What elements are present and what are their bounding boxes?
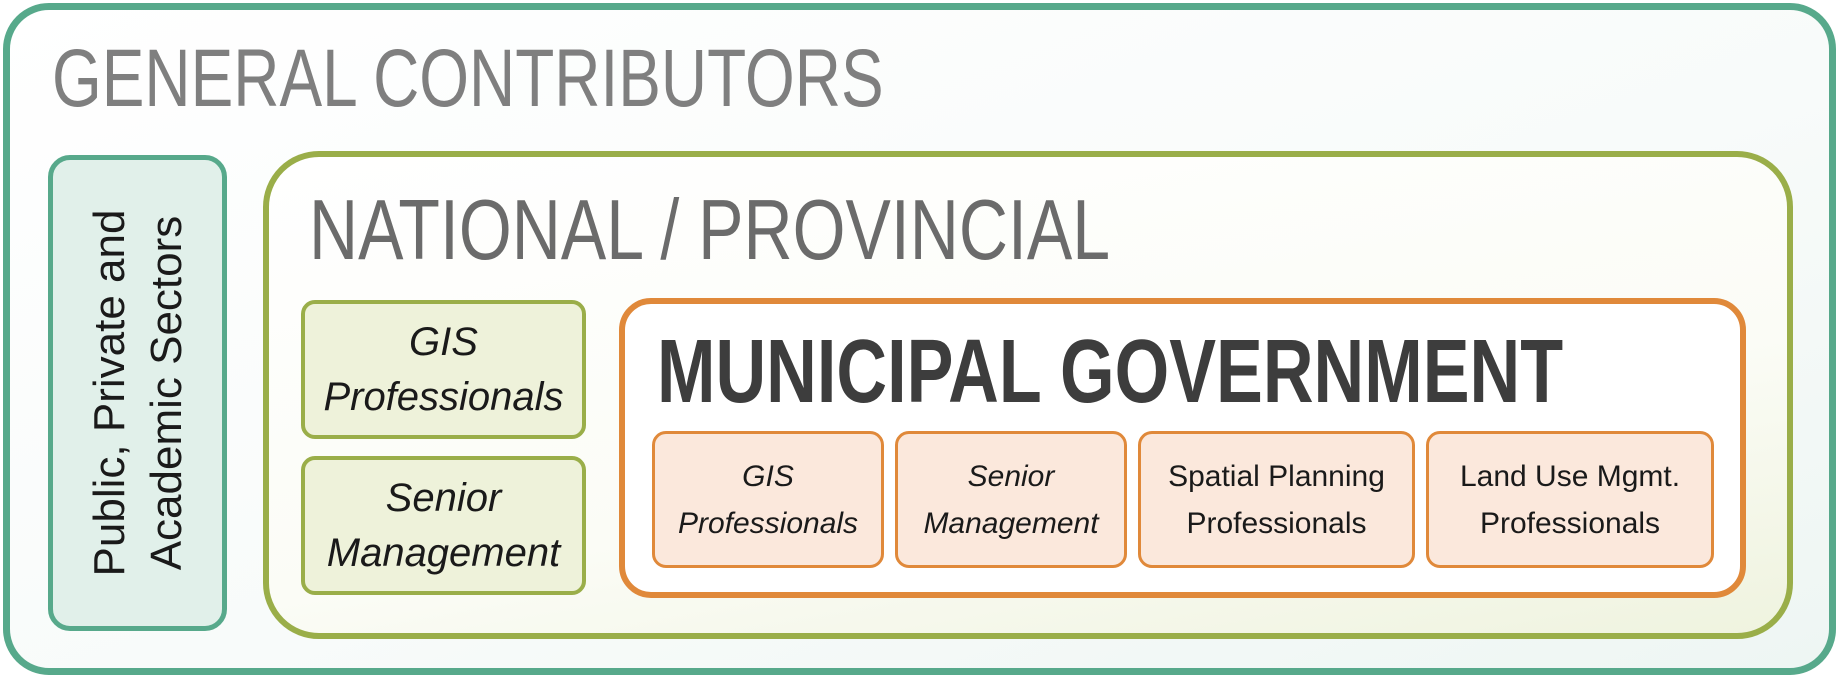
municipal-government-title: MUNICIPAL GOVERNMENT (657, 322, 1564, 422)
municipal-card-line2: Professionals (1479, 506, 1661, 540)
municipal-card-land-use-mgmt: Land Use Mgmt. Professionals (1426, 431, 1714, 568)
national-provincial-title: NATIONAL / PROVINCIAL (309, 183, 1111, 278)
municipal-card-spatial-planning: Spatial Planning Professionals (1138, 431, 1415, 568)
national-card-line1: Senior (385, 475, 502, 520)
municipal-card-gis-professionals: GIS Professionals (652, 431, 884, 568)
sectors-label: Public, Private and Academic Sectors (81, 173, 195, 613)
municipal-card-line1: Spatial Planning (1168, 459, 1385, 493)
national-card-line2: Professionals (323, 374, 564, 419)
municipal-card-line1: Land Use Mgmt. (1459, 459, 1681, 493)
national-card-line1: GIS (409, 319, 478, 364)
municipal-card-senior-management: Senior Management (895, 431, 1127, 568)
municipal-card-line2: Professionals (1186, 506, 1367, 540)
municipal-card-line2: Professionals (677, 506, 859, 540)
national-card-line2: Management (326, 530, 561, 575)
national-card-gis-professionals: GIS Professionals (301, 300, 586, 439)
sectors-label-line2: Academic Sectors (141, 215, 191, 571)
sectors-box: Public, Private and Academic Sectors (48, 155, 227, 631)
municipal-card-line2: Management (923, 506, 1099, 540)
municipal-card-line1: GIS (742, 459, 794, 493)
national-card-senior-management: Senior Management (301, 456, 586, 595)
general-contributors-title: GENERAL CONTRIBUTORS (52, 33, 884, 124)
municipal-card-line1: Senior (967, 459, 1055, 493)
sectors-label-line1: Public, Private and (84, 209, 134, 577)
